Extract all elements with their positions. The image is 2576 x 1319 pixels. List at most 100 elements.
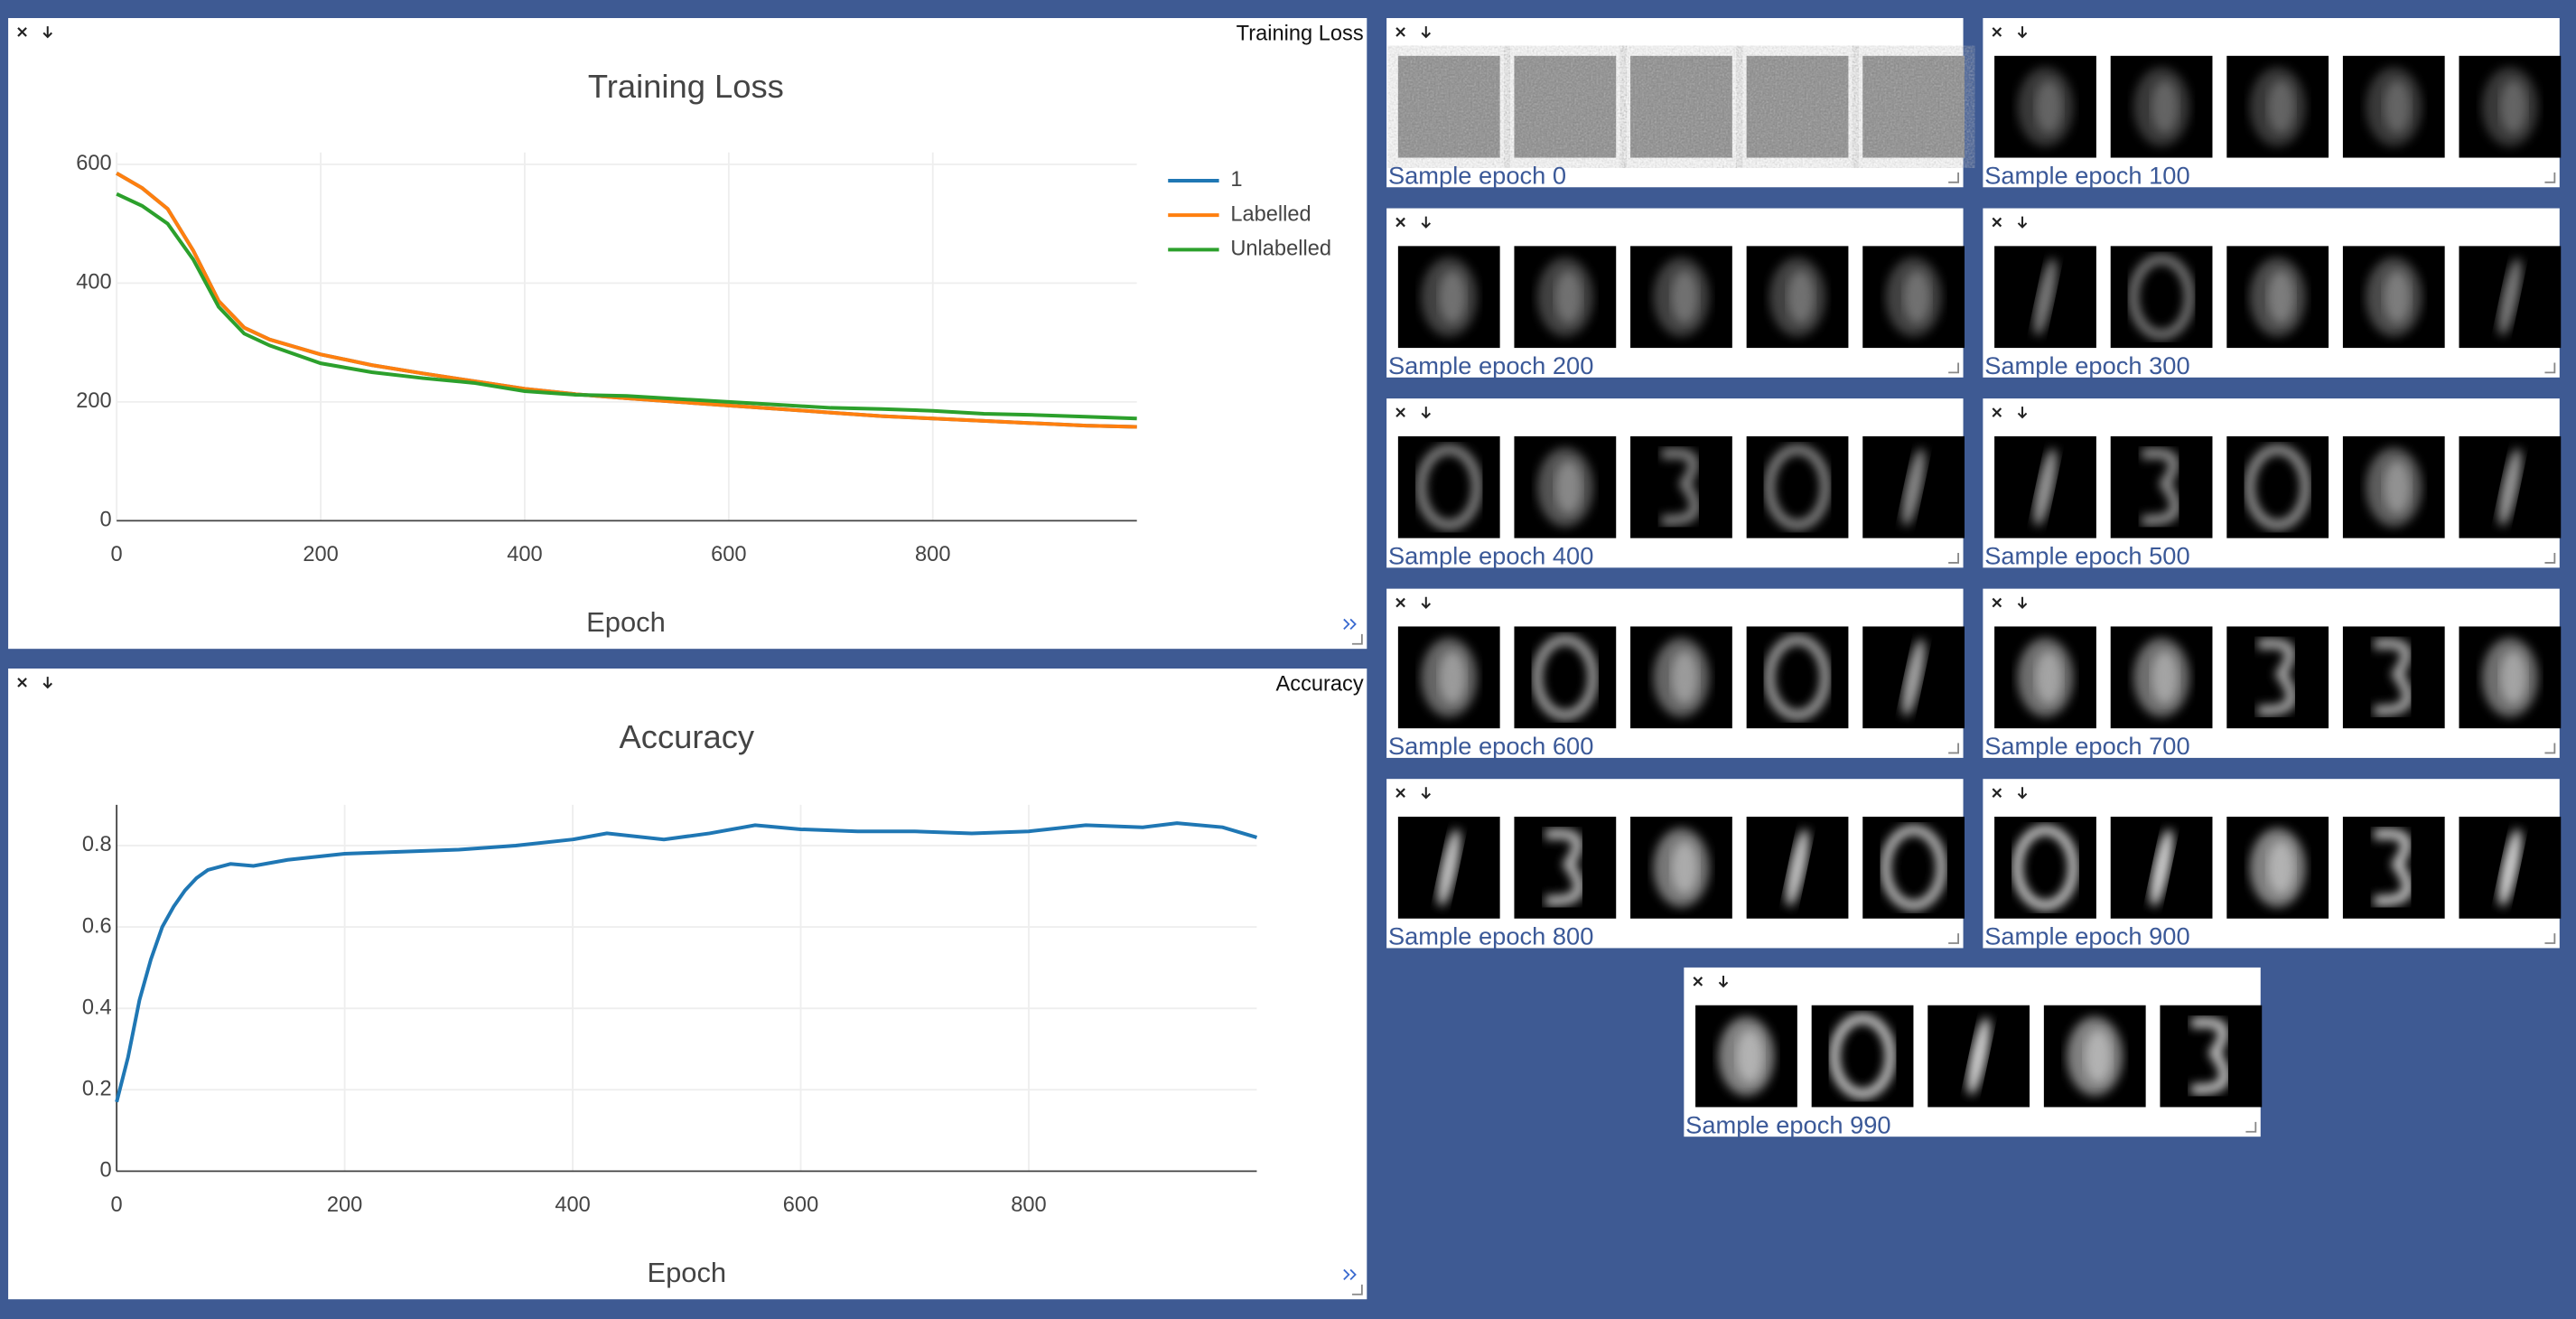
- sample-digit: [2267, 80, 2294, 134]
- y-tick-label: 400: [76, 271, 111, 295]
- download-icon[interactable]: [1421, 216, 1432, 229]
- close-icon[interactable]: [1395, 407, 1405, 417]
- sample-digit: [1966, 1017, 1991, 1095]
- image-caption: Sample epoch 800: [1388, 922, 1593, 950]
- window-title: Training Loss: [1237, 22, 1364, 45]
- image-caption: Sample epoch 200: [1388, 351, 1593, 379]
- download-icon[interactable]: [1421, 407, 1432, 419]
- close-icon[interactable]: [1395, 27, 1405, 37]
- sample-digit: [2033, 448, 2058, 526]
- y-tick-label: 0.8: [82, 833, 112, 856]
- sample-digit: [2035, 650, 2062, 704]
- sample-digit: [1671, 650, 1698, 704]
- sample-digit: [2012, 825, 2078, 911]
- y-tick-label: 600: [76, 152, 111, 175]
- image-caption: Sample epoch 990: [1685, 1110, 1890, 1138]
- x-tick-label: 400: [507, 543, 542, 566]
- close-icon[interactable]: [1992, 597, 2002, 608]
- resize-handle[interactable]: [1948, 553, 1960, 564]
- download-icon[interactable]: [2017, 407, 2028, 419]
- y-tick-label: 0: [100, 509, 112, 532]
- x-tick-label: 200: [327, 1193, 362, 1217]
- sample-digit: [2257, 638, 2297, 716]
- legend-label: Unlabelled: [1230, 238, 1331, 261]
- download-icon[interactable]: [2017, 26, 2028, 39]
- sample-digit: [2498, 258, 2522, 336]
- resize-handle[interactable]: [2544, 553, 2556, 564]
- resize-handle[interactable]: [1351, 633, 1363, 645]
- resize-handle[interactable]: [2245, 1121, 2257, 1133]
- resize-handle[interactable]: [2544, 172, 2556, 183]
- plot-window: [8, 669, 1367, 1300]
- close-icon[interactable]: [1992, 27, 2002, 37]
- sample-digit: [2151, 650, 2179, 704]
- sample-digit: [1829, 1013, 1896, 1099]
- x-tick-label: 200: [303, 543, 338, 566]
- resize-handle[interactable]: [2544, 362, 2556, 374]
- sample-digit: [1764, 444, 1831, 530]
- image-caption: Sample epoch 300: [1984, 351, 2189, 379]
- sample-digit: [1736, 1030, 1763, 1083]
- x-tick-label: 600: [711, 543, 746, 566]
- sample-digit: [2190, 1017, 2230, 1095]
- download-icon[interactable]: [1718, 976, 1729, 988]
- sample-digit: [1764, 634, 1831, 721]
- y-tick-label: 200: [76, 389, 111, 413]
- close-icon[interactable]: [1395, 597, 1405, 608]
- download-icon[interactable]: [2017, 787, 2028, 800]
- close-icon[interactable]: [1395, 217, 1405, 228]
- sample-noise: [1862, 55, 1965, 158]
- download-icon[interactable]: [2017, 596, 2028, 609]
- resize-handle[interactable]: [2544, 933, 2556, 944]
- close-icon[interactable]: [1992, 217, 2002, 228]
- image-caption: Sample epoch 400: [1388, 542, 1593, 570]
- plot-window: [8, 18, 1367, 650]
- close-icon[interactable]: [17, 27, 27, 37]
- x-tick-label: 800: [1011, 1193, 1046, 1217]
- sample-noise: [1514, 55, 1617, 158]
- close-icon[interactable]: [1992, 407, 2002, 417]
- x-tick-label: 800: [915, 543, 950, 566]
- resize-handle[interactable]: [1948, 362, 1960, 374]
- resize-handle[interactable]: [2544, 743, 2556, 754]
- close-icon[interactable]: [1395, 788, 1405, 798]
- resize-handle[interactable]: [1948, 743, 1960, 754]
- sample-digit: [2150, 828, 2173, 907]
- download-icon[interactable]: [1421, 26, 1432, 39]
- y-tick-label: 0.6: [82, 914, 112, 938]
- download-icon[interactable]: [42, 677, 53, 689]
- sample-digit: [1901, 639, 1926, 716]
- x-tick-label: 400: [555, 1193, 590, 1217]
- image-caption: Sample epoch 600: [1388, 732, 1593, 760]
- close-icon[interactable]: [1693, 977, 1703, 987]
- resize-handle[interactable]: [1351, 1284, 1363, 1296]
- close-icon[interactable]: [17, 678, 27, 688]
- y-tick-label: 0.4: [82, 996, 112, 1019]
- sample-digit: [2267, 841, 2294, 894]
- sample-digit: [1787, 270, 1815, 323]
- close-icon[interactable]: [1992, 788, 2002, 798]
- download-icon[interactable]: [1421, 787, 1432, 800]
- sample-digit: [1671, 270, 1698, 323]
- x-tick-label: 600: [783, 1193, 818, 1217]
- chart-title: Training Loss: [588, 68, 784, 105]
- download-icon[interactable]: [42, 26, 53, 39]
- sample-digit: [1437, 828, 1461, 907]
- data-line: [116, 192, 1137, 421]
- download-icon[interactable]: [1421, 596, 1432, 609]
- resize-handle[interactable]: [1948, 933, 1960, 944]
- sample-digit: [2373, 638, 2413, 716]
- download-icon[interactable]: [2017, 216, 2028, 229]
- expand-icon[interactable]: [1343, 1268, 1357, 1281]
- sample-digit: [2141, 448, 2180, 526]
- sample-digit: [1554, 461, 1582, 514]
- legend-label: Labelled: [1230, 202, 1311, 226]
- expand-icon[interactable]: [1343, 618, 1357, 631]
- sample-digit: [2499, 80, 2527, 134]
- sample-digit: [2033, 258, 2058, 336]
- sample-digit: [1415, 444, 1482, 530]
- resize-handle[interactable]: [1948, 172, 1960, 183]
- x-axis-label: Epoch: [647, 1257, 726, 1288]
